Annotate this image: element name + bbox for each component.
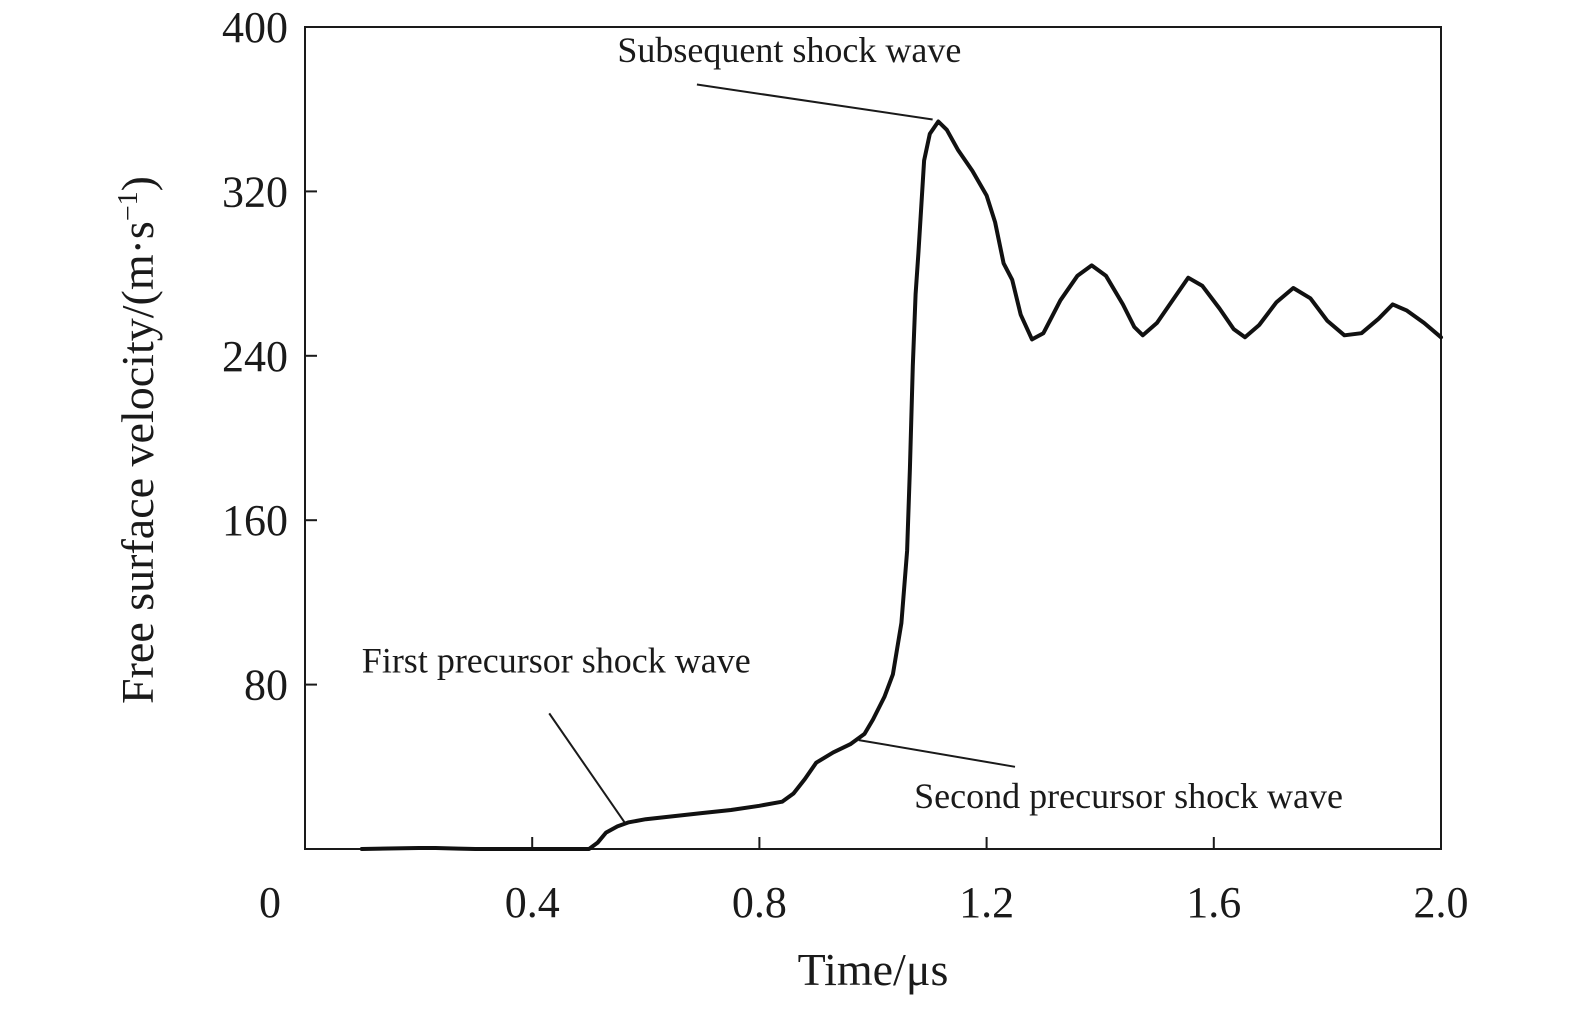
y-tick-label: 160 xyxy=(222,496,288,545)
y-tick-label: 80 xyxy=(244,661,288,710)
x-tick-label: 0 xyxy=(259,878,281,927)
annotation-label: First precursor shock wave xyxy=(362,640,751,680)
y-tick-label: 240 xyxy=(222,332,288,381)
y-axis-title-main: Free surface velocity/(m·s xyxy=(112,221,163,704)
y-axis-title-sup: −1 xyxy=(113,191,144,221)
x-tick-label: 0.4 xyxy=(505,878,560,927)
y-axis-title-close: ) xyxy=(112,176,163,191)
ticks-layer: 0 0.4 0.8 1.2 1.6 2.0 80 160 240 320 400 xyxy=(222,3,1469,927)
annotation-leader-line xyxy=(548,712,627,825)
x-tick-label: 1.6 xyxy=(1186,878,1241,927)
annotations-layer: Subsequent shock wave First precursor sho… xyxy=(362,30,1343,825)
y-tick-label: 400 xyxy=(222,3,288,52)
series-line xyxy=(359,119,1443,851)
plot-frame xyxy=(304,26,1442,850)
y-tick-label: 320 xyxy=(222,167,288,216)
annotation-label: Second precursor shock wave xyxy=(914,776,1343,816)
x-tick-label: 0.8 xyxy=(732,878,787,927)
data-layer xyxy=(359,119,1443,851)
annotation-leader-line xyxy=(696,83,933,121)
x-axis-title: Time/μs xyxy=(798,944,949,995)
x-tick-label: 1.2 xyxy=(959,878,1014,927)
annotation-label: Subsequent shock wave xyxy=(617,30,961,70)
annotation-leader-line xyxy=(858,739,1016,768)
x-tick-label: 2.0 xyxy=(1414,878,1469,927)
y-axis-title: Free surface velocity/(m·s−1) xyxy=(112,176,163,704)
